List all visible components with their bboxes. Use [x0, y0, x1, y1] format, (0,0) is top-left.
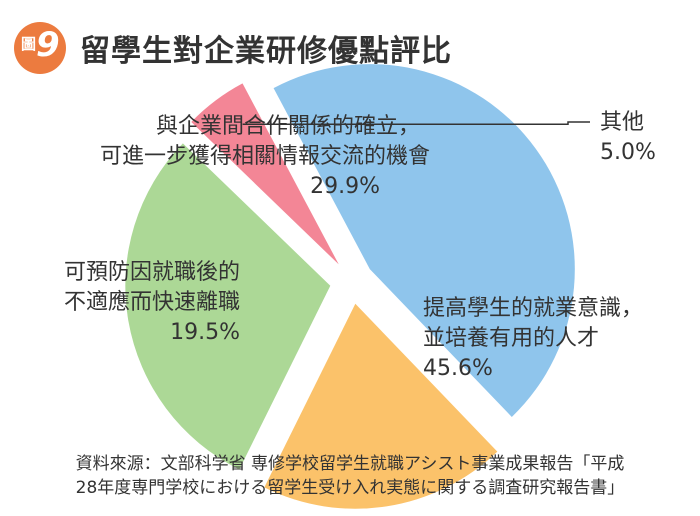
- slice-value-label: 45.6%: [423, 356, 493, 381]
- figure-badge-number: 9: [36, 25, 60, 65]
- slice-label-line: 其他: [600, 110, 645, 135]
- source-note: 資料來源：文部科学省 専修学校留学生就職アシスト事業成果報告「平成 28年度専門…: [0, 452, 700, 500]
- slice-value-label: 19.5%: [170, 320, 240, 345]
- slice-value-label: 29.9%: [310, 174, 380, 199]
- pie-slice-other: [191, 83, 339, 265]
- slice-label-line: 提高學生的就業意識，: [423, 296, 644, 321]
- figure-badge: 圖 9: [14, 22, 66, 74]
- chart-title: 留學生對企業研修優點評比: [80, 34, 452, 69]
- slice-label-other: 其他 5.0%: [600, 108, 656, 168]
- slice-label-line: 不適應而快速離職: [63, 290, 240, 315]
- slice-label-career-awareness: 提高學生的就業意識， 並培養有用的人才 45.6%: [423, 294, 643, 384]
- source-line: 資料來源：文部科学省 専修学校留学生就職アシスト事業成果報告「平成: [75, 454, 625, 474]
- pie-slice-cooperation: [125, 143, 331, 470]
- slice-label-prevent-turnover: 可預防因就職後的 不適應而快速離職 19.5%: [44, 258, 240, 348]
- slice-label-line: 並培養有用的人才: [423, 326, 600, 351]
- chart-header: 圖 9 留學生對企業研修優點評比: [14, 22, 452, 74]
- slice-label-line: 可進一步獲得相關情報交流的機會: [100, 144, 431, 169]
- slice-value-label: 5.0%: [600, 140, 656, 165]
- slice-label-line: 與企業間合作關係的確立，: [155, 114, 420, 139]
- pie-slice-prevent-turnover: [264, 303, 498, 509]
- figure-badge-prefix: 圖: [21, 35, 37, 53]
- slice-label-cooperation: 與企業間合作關係的確立， 可進一步獲得相關情報交流的機會 29.9%: [100, 112, 431, 202]
- leader-line-other: [242, 121, 590, 126]
- pie-slice-career-awareness: [273, 64, 575, 417]
- slice-label-line: 可預防因就職後的: [63, 260, 240, 285]
- source-line: 28年度専門学校における留学生受け入れ実態に関する調査研究報告書」: [75, 478, 625, 498]
